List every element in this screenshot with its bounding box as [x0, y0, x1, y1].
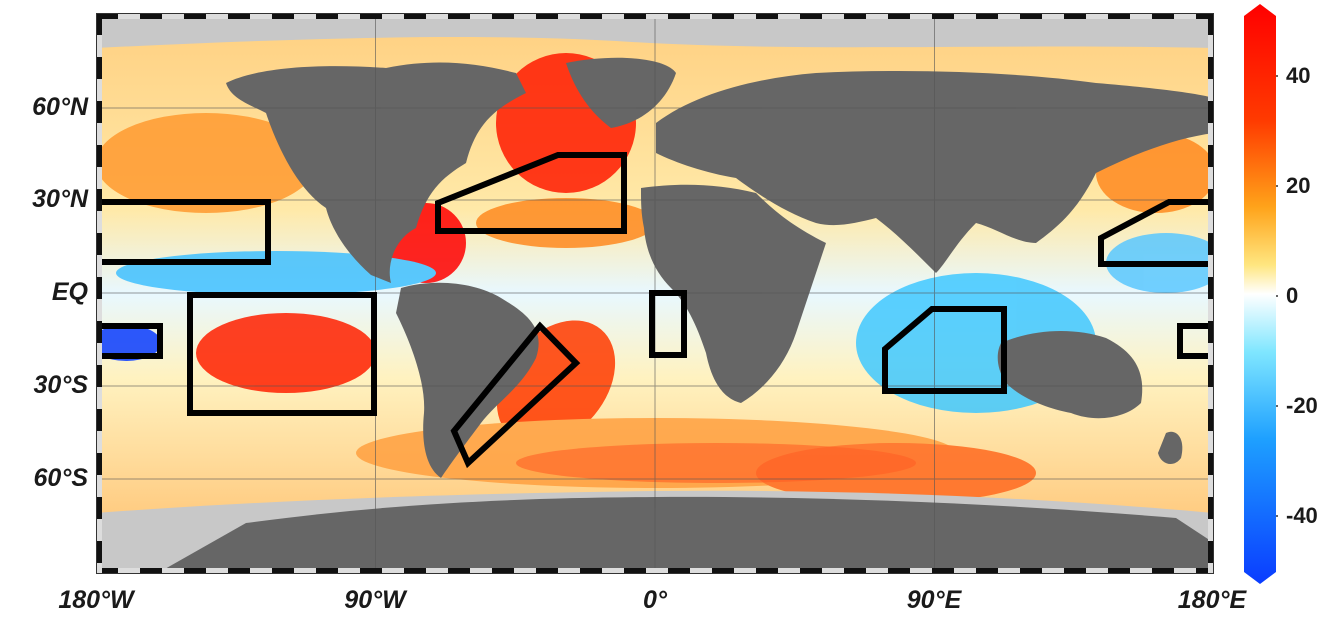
colorbar	[1244, 4, 1278, 584]
graticule	[96, 13, 1214, 574]
lon-label-90w: 90°W	[344, 586, 406, 614]
colorbar-tick-neg20: -20	[1286, 393, 1318, 418]
colorbar-body	[1244, 4, 1276, 584]
frame-left	[96, 13, 102, 574]
frame-bottom	[96, 568, 1214, 574]
world-map	[96, 13, 1214, 574]
new-zealand	[1158, 431, 1183, 465]
lon-label-180w: 180°W	[58, 586, 134, 614]
colorbar-tick-40: 40	[1286, 63, 1311, 88]
colorbar-tick-0: 0	[1286, 283, 1299, 308]
frame-top	[96, 13, 1214, 19]
lat-label-30n: 30°N	[32, 185, 88, 213]
box-gulf-of-guinea	[649, 290, 687, 358]
colorbar-tick-20: 20	[1286, 173, 1311, 198]
south-america	[396, 282, 539, 478]
africa	[641, 184, 826, 403]
lat-label-60s: 60°S	[33, 464, 88, 492]
antarctica	[156, 496, 1214, 574]
lon-label-0: 0°	[643, 586, 667, 614]
lon-label-90e: 90°E	[906, 586, 962, 614]
box-south-atlantic	[450, 321, 581, 469]
highlight-boxes	[96, 152, 1214, 469]
box-south-pacific-east	[187, 292, 377, 416]
lat-label-30s: 30°S	[33, 371, 88, 399]
lat-label-60n: 60°N	[32, 93, 88, 121]
lon-label-180e: 180°E	[1177, 586, 1247, 614]
greenland	[566, 57, 676, 128]
colorbar-tick-neg40: -40	[1286, 503, 1318, 528]
box-north-atlantic	[435, 152, 627, 234]
lat-label-eq: EQ	[51, 278, 88, 306]
map-svg	[96, 13, 1214, 574]
box-indian-ocean	[882, 306, 1007, 394]
frame-right	[1208, 13, 1214, 574]
australia	[997, 331, 1143, 419]
frame-outline	[96, 13, 1214, 574]
